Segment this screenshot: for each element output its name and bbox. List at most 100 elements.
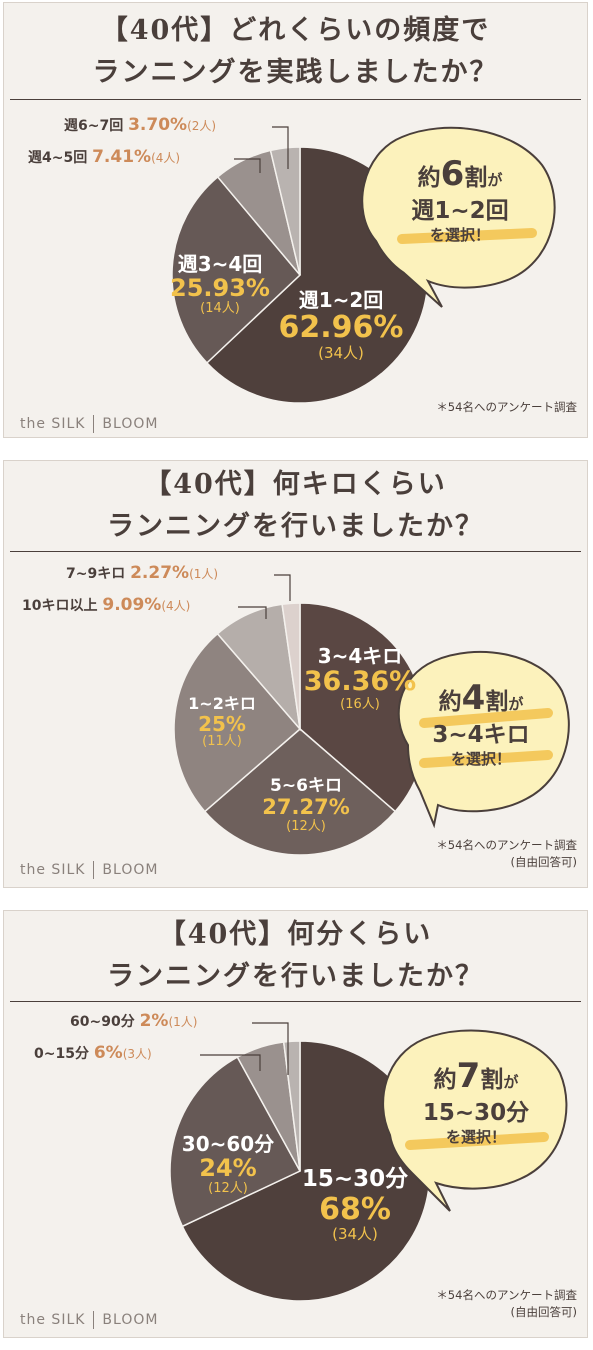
title-divider: [10, 1001, 581, 1002]
leader-line-10plus: [238, 606, 267, 619]
note-line: ＊54名へのアンケート調査: [436, 1288, 577, 1302]
callout-category: 0~15分: [34, 1046, 89, 1062]
highlight-stroke: [405, 1132, 549, 1150]
speech-bubble: [361, 126, 556, 308]
slice-count: (34人): [318, 343, 364, 362]
callout-category: 週4~5回: [28, 150, 88, 166]
brand-logo: the SILK BLOOM: [20, 1311, 158, 1329]
slice-label-30-60: 30~60分 24% (12人): [172, 1133, 284, 1197]
highlight-stroke: [397, 228, 537, 244]
slice-category: 1~2キロ: [188, 694, 256, 713]
chart-panel-frequency: 【40代】どれくらいの頻度で ランニングを実践しましたか？ 週6~7回 3.70…: [3, 2, 588, 438]
note-line: (自由回答可): [510, 1304, 577, 1319]
pie-slice-4: [281, 602, 301, 730]
chart-title-line1: 【40代】どれくらいの頻度で: [100, 15, 491, 46]
slice-count: (11人): [202, 734, 242, 750]
bubble-select: を選択！: [445, 1127, 506, 1146]
note-line: ＊54名へのアンケート調査: [436, 400, 577, 414]
chart-title-line2: ランニングを行いましたか？: [107, 511, 484, 542]
bubble-word: が: [508, 695, 524, 713]
chart-panel-distance: 【40代】何キロくらい ランニングを行いましたか？ 7~9キロ 2.27%(1人…: [3, 460, 588, 888]
slice-percent: 68%: [319, 1191, 391, 1227]
callout-0-15: 0~15分 6%(3人): [34, 1043, 152, 1063]
brand-sub: BLOOM: [102, 416, 159, 432]
bubble-text: 約4割が 3~4キロ を選択！: [406, 677, 556, 769]
bubble-answer: 3~4キロ: [432, 721, 530, 748]
highlight-stroke: [419, 708, 553, 728]
pie-slice-2: [173, 632, 302, 813]
bubble-word: 割: [485, 689, 509, 715]
callout-category: 60~90分: [70, 1014, 135, 1030]
callout-count: (1人): [168, 1015, 198, 1029]
chart-title-line1: 【40代】何キロくらい: [144, 469, 447, 500]
slice-count: (14人): [200, 301, 240, 317]
slice-category: 3~4キロ: [317, 644, 403, 668]
callout-percent: 6%: [93, 1043, 123, 1063]
pie-slice-0: [181, 1040, 431, 1302]
brand-logo: the SILK BLOOM: [20, 861, 158, 879]
slice-percent: 36.36%: [303, 666, 417, 698]
callout-category: 7~9キロ: [66, 566, 126, 582]
slice-count: (16人): [340, 696, 380, 712]
chart-title-line2: ランニングを実践しましたか？: [92, 57, 499, 88]
speech-bubble: [397, 650, 570, 829]
slice-count: (12人): [208, 1181, 248, 1197]
brand-sub: BLOOM: [102, 1312, 159, 1328]
leader-line-60-90: [252, 1022, 289, 1075]
leader-line-7-9: [274, 574, 291, 601]
brand-logo: the SILK BLOOM: [20, 415, 158, 433]
callout-count: (4人): [151, 151, 181, 165]
leader-line-6-7: [272, 126, 289, 169]
callout-count: (4人): [161, 599, 191, 613]
slice-category: 15~30分: [301, 1166, 409, 1192]
chart-panel-duration: 【40代】何分くらい ランニングを行いましたか？ 60~90分 2%(1人) 0…: [3, 910, 588, 1338]
bubble-word: が: [503, 1073, 519, 1091]
bubble-word: 約: [438, 689, 462, 715]
callout-10plus: 10キロ以上 9.09%(4人): [22, 595, 190, 615]
bubble-word: 割: [480, 1067, 504, 1093]
bubble-text: 約7割が 15~30分 を選択！: [396, 1055, 556, 1147]
slice-category: 週3~4回: [177, 252, 263, 276]
slice-category: 30~60分: [181, 1132, 275, 1156]
callout-count: (1人): [189, 567, 219, 581]
slice-percent: 62.96%: [278, 310, 404, 346]
leader-line-4-5: [234, 158, 261, 173]
chart-title-line2: ランニングを行いましたか？: [107, 961, 484, 992]
callout-6-7: 週6~7回 3.70%(2人): [64, 115, 216, 135]
callout-count: (2人): [187, 119, 217, 133]
highlight-stroke: [419, 750, 553, 768]
note-line: (自由回答可): [510, 854, 577, 869]
callout-7-9: 7~9キロ 2.27%(1人): [66, 563, 218, 583]
title-divider: [10, 99, 581, 100]
pie-chart-distance: [173, 574, 570, 856]
slice-percent: 27.27%: [262, 795, 350, 820]
brand-sub: BLOOM: [102, 862, 159, 878]
pie-slice-1: [171, 175, 302, 364]
callout-60-90: 60~90分 2%(1人): [70, 1011, 197, 1031]
speech-bubble: [382, 1029, 568, 1212]
bubble-number: 7: [456, 1056, 481, 1096]
slice-percent: 25.93%: [170, 274, 270, 303]
bubble-word: 約: [417, 165, 441, 191]
callout-category: 週6~7回: [64, 118, 124, 134]
brand-name: the SILK: [20, 416, 86, 432]
bubble-number: 6: [440, 154, 465, 194]
slice-percent: 24%: [199, 1154, 257, 1183]
callout-percent: 2%: [139, 1011, 169, 1031]
pie-slice-3: [269, 146, 301, 276]
leader-line-0-15: [200, 1054, 261, 1071]
callout-category: 10キロ以上: [22, 598, 98, 614]
slice-label-3-4km: 3~4キロ 36.36% (16人): [296, 645, 424, 712]
slice-percent: 25%: [198, 711, 246, 736]
callout-percent: 7.41%: [92, 147, 152, 167]
bubble-select: を選択！: [450, 749, 511, 768]
slice-label-1-2km: 1~2キロ 25% (11人): [172, 695, 272, 750]
bubble-number: 4: [461, 678, 486, 718]
brand-name: the SILK: [20, 862, 86, 878]
bubble-answer: 週1~2回: [411, 197, 509, 224]
survey-note: ＊54名へのアンケート調査 (自由回答可): [436, 1287, 577, 1320]
slice-label-15-30: 15~30分 68% (34人): [288, 1166, 422, 1243]
slice-category: 5~6キロ: [270, 776, 342, 796]
note-line: ＊54名へのアンケート調査: [436, 838, 577, 852]
bubble-word: 割: [464, 165, 488, 191]
